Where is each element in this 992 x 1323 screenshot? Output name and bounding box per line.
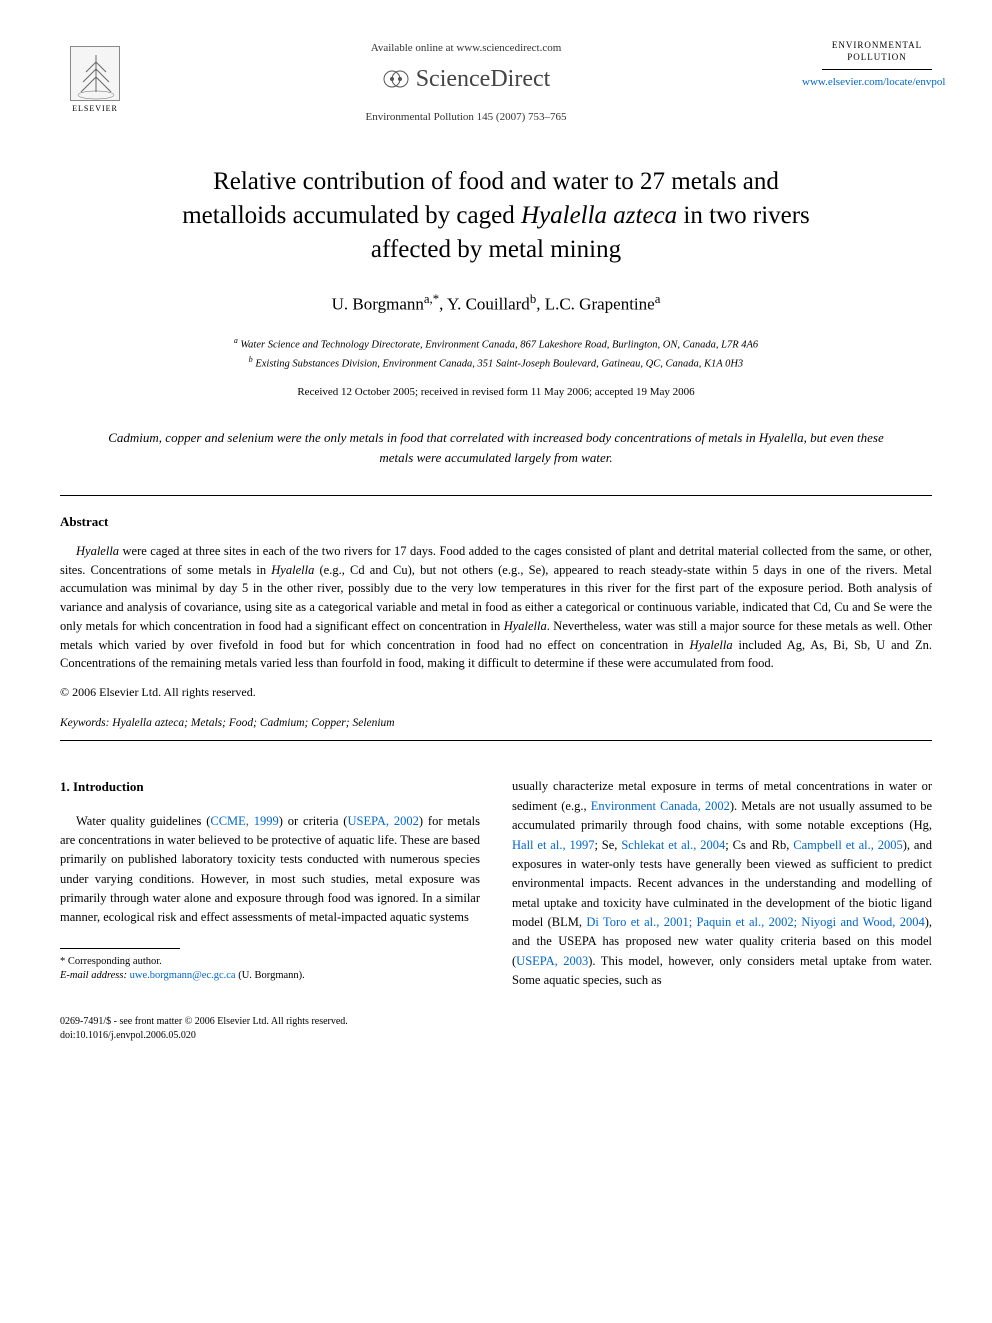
journal-badge: ENVIRONMENTAL POLLUTION (822, 40, 932, 70)
abstract-hyalella-2: Hyalella (271, 563, 314, 577)
author-2-aff: b (530, 292, 536, 306)
title-species: Hyalella azteca (521, 202, 677, 229)
ref-link-blm[interactable]: Di Toro et al., 2001; Paquin et al., 200… (586, 915, 924, 929)
article-title: Relative contribution of food and water … (80, 165, 912, 266)
title-line2a: metalloids accumulated by caged (182, 202, 521, 229)
ref-link-ccme[interactable]: CCME, 1999 (210, 814, 278, 828)
intro-heading: 1. Introduction (60, 777, 480, 797)
sciencedirect-brand: ScienceDirect (150, 61, 782, 97)
email-link[interactable]: uwe.borgmann@ec.gc.ca (127, 970, 236, 981)
author-1: U. Borgmann (332, 295, 424, 314)
corr-author-label: * Corresponding author. (60, 955, 480, 970)
column-right: usually characterize metal exposure in t… (512, 777, 932, 990)
abstract-hyalella-3: Hyalella (504, 619, 547, 633)
affiliation-b: Existing Substances Division, Environmen… (255, 358, 743, 369)
ref-link-schlekat[interactable]: Schlekat et al., 2004 (621, 838, 725, 852)
center-header: Available online at www.sciencedirect.co… (130, 40, 802, 125)
author-1-aff: a, (424, 292, 433, 306)
author-3: L.C. Grapentine (545, 295, 655, 314)
affiliation-a: Water Science and Technology Directorate… (240, 340, 758, 351)
section-divider (60, 495, 932, 496)
ref-link-hall[interactable]: Hall et al., 1997 (512, 838, 594, 852)
ref-link-campbell[interactable]: Campbell et al., 2005 (793, 838, 903, 852)
journal-badge-line1: ENVIRONMENTAL (822, 40, 932, 52)
highlight-statement: Cadmium, copper and selenium were the on… (100, 428, 892, 467)
footnote-separator (60, 948, 180, 949)
intro-para-1-right: usually characterize metal exposure in t… (512, 777, 932, 990)
header-row: ELSEVIER Available online at www.science… (60, 40, 932, 125)
journal-reference: Environmental Pollution 145 (2007) 753–7… (150, 109, 782, 126)
affiliations: a Water Science and Technology Directora… (60, 335, 932, 372)
page-footer: 0269-7491/$ - see front matter © 2006 El… (60, 1015, 932, 1043)
ref-link-envcanada[interactable]: Environment Canada, 2002 (591, 799, 730, 813)
sciencedirect-text: ScienceDirect (416, 61, 551, 97)
copyright: © 2006 Elsevier Ltd. All rights reserved… (60, 683, 932, 701)
abstract-hyalella-1: Hyalella (76, 544, 119, 558)
keywords-label: Keywords: (60, 717, 109, 729)
author-3-aff: a (655, 292, 661, 306)
email-label: E-mail address: (60, 970, 127, 981)
intro-para-1-left: Water quality guidelines (CCME, 1999) or… (60, 812, 480, 928)
elsevier-tree-icon (70, 46, 120, 101)
abstract-text: Hyalella were caged at three sites in ea… (60, 542, 932, 673)
section-divider-2 (60, 740, 932, 741)
column-left: 1. Introduction Water quality guidelines… (60, 777, 480, 990)
abstract-heading: Abstract (60, 512, 932, 532)
ref-link-usepa2002[interactable]: USEPA, 2002 (347, 814, 418, 828)
title-line1: Relative contribution of food and water … (213, 168, 779, 195)
author-2: Y. Couillard (447, 295, 530, 314)
journal-url-link[interactable]: www.elsevier.com/locate/envpol (802, 74, 932, 91)
available-online-text: Available online at www.sciencedirect.co… (150, 40, 782, 57)
sciencedirect-icon (382, 65, 410, 93)
keywords-list: ; Metals; Food; Cadmium; Copper; Seleniu… (184, 717, 394, 729)
title-line3: affected by metal mining (371, 236, 621, 263)
footer-doi: doi:10.1016/j.envpol.2006.05.020 (60, 1029, 932, 1043)
keywords: Keywords: Hyalella azteca; Metals; Food;… (60, 715, 932, 732)
two-column-body: 1. Introduction Water quality guidelines… (60, 777, 932, 990)
elsevier-name: ELSEVIER (72, 103, 118, 115)
authors: U. Borgmanna,*, Y. Couillardb, L.C. Grap… (60, 290, 932, 317)
abstract-hyalella-4: Hyalella (690, 638, 733, 652)
article-dates: Received 12 October 2005; received in re… (60, 384, 932, 401)
author-1-corr: * (433, 292, 439, 306)
title-line2b: in two rivers (677, 202, 810, 229)
journal-badge-line2: POLLUTION (822, 52, 932, 64)
ref-link-usepa2003[interactable]: USEPA, 2003 (516, 954, 588, 968)
journal-badge-block: ENVIRONMENTAL POLLUTION www.elsevier.com… (802, 40, 932, 91)
elsevier-logo: ELSEVIER (60, 40, 130, 120)
footer-line1: 0269-7491/$ - see front matter © 2006 El… (60, 1015, 932, 1029)
email-name: (U. Borgmann). (236, 970, 305, 981)
corresponding-author-note: * Corresponding author. E-mail address: … (60, 955, 480, 984)
keywords-species: Hyalella azteca (109, 717, 184, 729)
